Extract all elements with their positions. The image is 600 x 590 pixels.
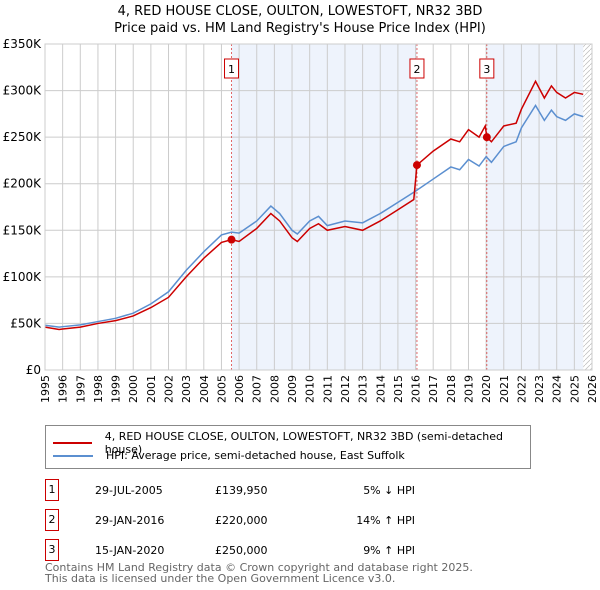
x-tick-label: 2024 [551,375,564,403]
x-tick-label: 2002 [163,375,176,403]
x-tick-label: 1996 [57,375,70,403]
x-tick-label: 1999 [110,375,123,403]
sale-label: 2 [413,63,420,76]
sale-point [482,133,491,142]
x-tick-label: 2019 [462,375,475,403]
legend-property: 4, RED HOUSE CLOSE, OULTON, LOWESTOFT, N… [104,430,504,456]
x-tick-label: 2020 [480,375,493,403]
x-tick-label: 2018 [445,375,458,403]
sale-price: £250,000 [215,544,268,557]
sale-hpi-diff: 14% ↑ HPI [356,514,415,527]
y-tick-label: £250K [3,130,43,144]
y-tick-label: £100K [3,270,43,284]
y-tick-label: £200K [3,177,43,191]
y-tick-label: £50K [10,316,42,330]
chart-subtitle: Price paid vs. HM Land Registry's House … [114,21,486,36]
sale-number: 2 [45,509,59,531]
plot-frame [44,43,593,371]
sale-hpi-diff: 5% ↓ HPI [363,484,415,497]
x-tick-label: 2010 [304,375,317,403]
x-tick-label: 2012 [339,375,352,403]
legend-red-line [53,442,92,444]
legend-hpi: HPI: Average price, semi-detached house,… [106,449,405,462]
shade-1 [231,44,417,370]
sale-point [412,161,421,170]
x-tick-label: 2009 [286,375,299,403]
sale-label: 3 [483,63,490,76]
x-tick-label: 2007 [251,375,264,403]
x-tick-label: 2000 [127,375,140,403]
x-tick-label: 2014 [374,375,387,403]
x-tick-label: 2011 [321,375,334,403]
x-tick-label: 2003 [180,375,193,403]
sale-price: £220,000 [215,514,268,527]
sale-hpi-diff: 9% ↑ HPI [363,544,415,557]
x-tick-label: 2006 [233,375,246,403]
footer: Contains HM Land Registry data © Crown c… [45,562,473,584]
x-tick-label: 2022 [515,375,528,403]
x-tick-label: 2013 [357,375,370,403]
y-tick-label: £150K [3,223,43,237]
sale-number: 1 [45,479,59,501]
x-tick-label: 2021 [498,375,511,403]
y-tick-label: £300K [3,84,43,98]
x-tick-label: 2016 [410,375,423,403]
x-tick-label: 2026 [586,375,599,403]
sale-label-box [479,58,495,79]
y-tick-label: £0 [26,363,41,377]
x-tick-label: 1995 [39,375,52,403]
footer-line-2: This data is licensed under the Open Gov… [45,572,396,585]
x-tick-label: 2015 [392,375,405,403]
legend-blue-line [53,454,93,457]
chart-title: 4, RED HOUSE CLOSE, OULTON, LOWESTOFT, N… [117,4,483,19]
y-tick-label: £350K [3,37,43,51]
sale-label-box [409,58,425,79]
x-tick-label: 1998 [92,375,105,403]
x-tick-label: 2008 [268,375,281,403]
legend: 4, RED HOUSE CLOSE, OULTON, LOWESTOFT, N… [45,425,531,469]
x-tick-label: 1997 [74,375,87,403]
x-tick-label: 2023 [533,375,546,403]
future-hatch [583,44,592,370]
sale-point [227,235,236,244]
x-tick-label: 2004 [198,375,211,403]
sale-label-box [224,58,240,79]
property-line [44,79,584,331]
sale-price: £139,950 [215,484,268,497]
hpi-line [44,104,584,328]
x-tick-label: 2017 [427,375,440,403]
sale-label: 1 [228,63,235,76]
footer-line-1: Contains HM Land Registry data © Crown c… [45,561,473,574]
x-tick-label: 2005 [215,375,228,403]
price-chart: 1995 1996 1997 1998 1999 2000 2001 2002 2003 2004… [3,37,599,403]
x-tick-label: 2025 [568,375,581,403]
shade-2 [486,44,584,370]
sale-number: 3 [45,539,59,561]
x-tick-label: 2001 [145,375,158,403]
